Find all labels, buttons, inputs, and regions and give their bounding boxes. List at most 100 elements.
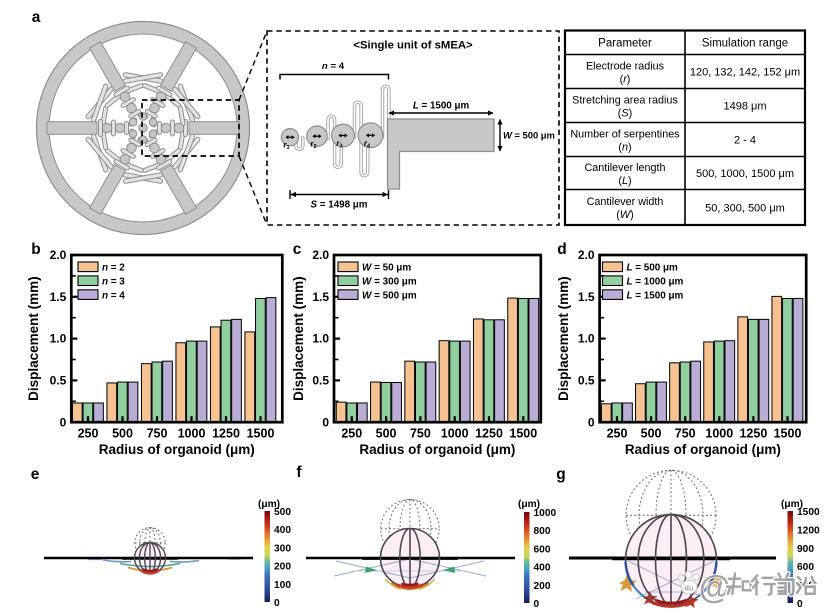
svg-text:1200: 1200 bbox=[797, 525, 820, 536]
svg-text:r2: r2 bbox=[310, 140, 316, 151]
svg-text:1.5: 1.5 bbox=[578, 290, 595, 304]
svg-text:Simulation range: Simulation range bbox=[702, 38, 788, 50]
svg-text:Radius of organoid (μm): Radius of organoid (μm) bbox=[99, 442, 255, 457]
svg-text:0: 0 bbox=[534, 599, 540, 610]
svg-text:S = 1498 μm: S = 1498 μm bbox=[311, 200, 368, 211]
svg-text:2.0: 2.0 bbox=[312, 248, 329, 262]
svg-text:b: b bbox=[31, 241, 40, 258]
svg-text:1250: 1250 bbox=[212, 427, 240, 441]
svg-text:g: g bbox=[556, 466, 565, 483]
svg-text:a: a bbox=[32, 9, 41, 26]
svg-text:Displacement (mm): Displacement (mm) bbox=[291, 276, 306, 401]
svg-text:1.0: 1.0 bbox=[50, 332, 67, 346]
svg-text:400: 400 bbox=[534, 563, 551, 574]
svg-text:r3: r3 bbox=[336, 139, 342, 150]
svg-text:Radius of organoid (μm): Radius of organoid (μm) bbox=[359, 442, 515, 457]
svg-text:W = 300 μm: W = 300 μm bbox=[362, 277, 417, 288]
svg-text:c: c bbox=[293, 241, 302, 258]
svg-text:0: 0 bbox=[797, 599, 803, 610]
svg-text:1500: 1500 bbox=[797, 507, 820, 518]
svg-text:1.0: 1.0 bbox=[578, 332, 595, 346]
svg-text:900: 900 bbox=[797, 544, 814, 555]
svg-text:(L): (L) bbox=[618, 175, 631, 187]
svg-text:250: 250 bbox=[78, 427, 99, 441]
svg-text:n = 2: n = 2 bbox=[102, 263, 125, 274]
svg-text:50, 300, 500 μm: 50, 300, 500 μm bbox=[705, 202, 785, 214]
svg-text:Number of serpentines: Number of serpentines bbox=[570, 128, 680, 140]
svg-text:1000: 1000 bbox=[534, 508, 557, 519]
svg-text:L = 1500 μm: L = 1500 μm bbox=[413, 101, 470, 112]
svg-text:(r): (r) bbox=[620, 73, 631, 85]
svg-text:n = 4: n = 4 bbox=[102, 290, 125, 301]
svg-text:100: 100 bbox=[274, 580, 291, 591]
svg-text:2.0: 2.0 bbox=[50, 248, 67, 262]
svg-text:500: 500 bbox=[274, 507, 291, 518]
svg-text:(μm): (μm) bbox=[258, 499, 280, 510]
svg-text:0.5: 0.5 bbox=[50, 374, 67, 388]
svg-text:W = 500 μm: W = 500 μm bbox=[362, 290, 417, 301]
svg-text:1500: 1500 bbox=[509, 427, 537, 441]
svg-text:Displacement (mm): Displacement (mm) bbox=[26, 276, 41, 401]
svg-text:1000: 1000 bbox=[178, 427, 206, 441]
svg-text:250: 250 bbox=[341, 427, 362, 441]
svg-text:750: 750 bbox=[410, 427, 431, 441]
svg-text:r1: r1 bbox=[283, 141, 289, 152]
svg-text:(μm): (μm) bbox=[518, 499, 540, 510]
svg-text:500, 1000, 1500 μm: 500, 1000, 1500 μm bbox=[696, 168, 794, 180]
svg-text:0: 0 bbox=[274, 598, 280, 609]
svg-text:600: 600 bbox=[534, 544, 551, 555]
svg-text:Stretching area radius: Stretching area radius bbox=[572, 94, 678, 106]
svg-text:0.5: 0.5 bbox=[578, 374, 595, 388]
svg-text:(W): (W) bbox=[616, 209, 633, 221]
svg-text:n = 4: n = 4 bbox=[322, 61, 345, 72]
svg-text:1000: 1000 bbox=[441, 427, 469, 441]
svg-text:0: 0 bbox=[60, 415, 67, 429]
svg-text:500: 500 bbox=[641, 427, 662, 441]
svg-text:1500: 1500 bbox=[774, 427, 802, 441]
svg-text:1500: 1500 bbox=[247, 427, 275, 441]
svg-text:W = 500 μm: W = 500 μm bbox=[503, 130, 555, 141]
svg-text:0.5: 0.5 bbox=[312, 374, 329, 388]
svg-text:250: 250 bbox=[607, 427, 628, 441]
svg-text:Parameter: Parameter bbox=[598, 38, 652, 50]
svg-text:L = 1500 μm: L = 1500 μm bbox=[627, 290, 684, 301]
svg-text:1250: 1250 bbox=[739, 427, 767, 441]
svg-text:Displacement (mm): Displacement (mm) bbox=[556, 276, 571, 401]
svg-text:e: e bbox=[31, 466, 40, 483]
svg-text:(S): (S) bbox=[618, 107, 632, 119]
svg-text:d: d bbox=[557, 241, 566, 258]
svg-text:2.0: 2.0 bbox=[578, 248, 595, 262]
svg-text:200: 200 bbox=[274, 562, 291, 573]
svg-text:1.0: 1.0 bbox=[312, 332, 329, 346]
svg-text:f: f bbox=[296, 464, 302, 481]
svg-text:800: 800 bbox=[534, 526, 551, 537]
svg-text:W = 50 μm: W = 50 μm bbox=[362, 263, 411, 274]
svg-text:L = 500 μm: L = 500 μm bbox=[627, 263, 679, 274]
svg-text:750: 750 bbox=[675, 427, 696, 441]
svg-text:120, 132, 142, 152 μm: 120, 132, 142, 152 μm bbox=[690, 67, 800, 79]
svg-text:500: 500 bbox=[112, 427, 133, 441]
svg-text:300: 300 bbox=[274, 543, 291, 554]
svg-text:400: 400 bbox=[274, 525, 291, 536]
svg-text:2 - 4: 2 - 4 bbox=[734, 135, 756, 147]
svg-text:Electrode radius: Electrode radius bbox=[586, 60, 665, 72]
svg-text:1.5: 1.5 bbox=[50, 290, 67, 304]
svg-text:200: 200 bbox=[534, 581, 551, 592]
svg-text:1000: 1000 bbox=[705, 427, 733, 441]
svg-text:r4: r4 bbox=[364, 139, 371, 150]
svg-text:Cantilever length: Cantilever length bbox=[584, 162, 665, 174]
svg-text:L = 1000 μm: L = 1000 μm bbox=[627, 277, 684, 288]
svg-text:Cantilever width: Cantilever width bbox=[587, 196, 664, 208]
svg-text:0: 0 bbox=[588, 415, 595, 429]
svg-text:(μm): (μm) bbox=[781, 499, 803, 510]
svg-text:Radius of organoid (μm): Radius of organoid (μm) bbox=[625, 442, 781, 457]
svg-text:1250: 1250 bbox=[475, 427, 503, 441]
svg-text:<Single unit of sMEA>: <Single unit of sMEA> bbox=[353, 40, 473, 52]
svg-text:1.5: 1.5 bbox=[312, 290, 329, 304]
svg-text:600: 600 bbox=[797, 562, 814, 573]
svg-text:1498 μm: 1498 μm bbox=[723, 101, 766, 113]
svg-text:du: du bbox=[684, 584, 694, 593]
svg-text:750: 750 bbox=[147, 427, 168, 441]
svg-text:0: 0 bbox=[322, 415, 329, 429]
svg-text:(n): (n) bbox=[618, 141, 631, 153]
